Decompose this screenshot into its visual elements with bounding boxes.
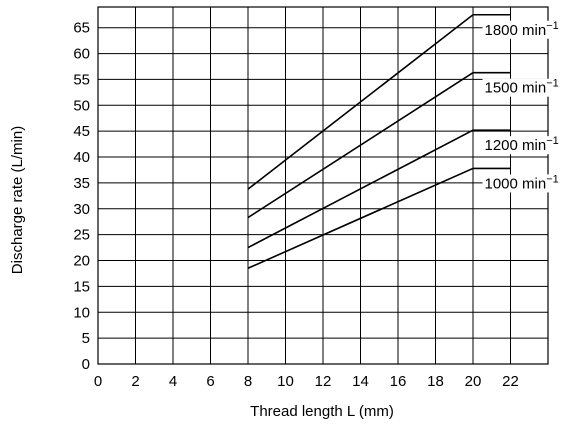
- x-tick-labels: 0 2 4 6 8 10 12 14 16 18 20 22: [94, 373, 519, 390]
- x-tick-label: 10: [277, 373, 294, 390]
- y-tick-label: 5: [82, 330, 90, 347]
- x-axis-label: Thread length L (mm): [250, 403, 394, 420]
- y-tick-label: 0: [82, 356, 90, 373]
- x-tick-label: 6: [206, 373, 214, 390]
- series-label-background: [482, 136, 563, 155]
- grid-lines: [97, 7, 548, 365]
- y-tick-label: 45: [73, 123, 90, 140]
- y-tick-label: 10: [73, 304, 90, 321]
- y-tick-label: 60: [73, 46, 90, 63]
- x-tick-label: 18: [427, 373, 444, 390]
- y-tick-label: 25: [73, 227, 90, 244]
- x-tick-label: 20: [465, 373, 482, 390]
- series-line: [247, 13, 511, 190]
- series-label-text: 1500 min: [485, 80, 547, 97]
- x-tick-label: 4: [169, 373, 177, 390]
- x-tick-label: 14: [352, 373, 369, 390]
- series-label: 1000 min−1: [485, 173, 559, 192]
- y-tick-label: 65: [73, 20, 90, 37]
- series-lines: [247, 13, 511, 270]
- y-axis-label: Discharge rate (L/min): [9, 126, 26, 274]
- y-tick-label: 55: [73, 71, 90, 88]
- series-label: 1200 min−1: [485, 135, 559, 154]
- x-tick-label: 8: [244, 373, 252, 390]
- series-label-background: [482, 78, 563, 97]
- series-label-superscript: −1: [546, 173, 559, 185]
- series-label-text: 1000 min: [485, 175, 547, 192]
- y-tick-label: 35: [73, 175, 90, 192]
- y-tick-label: 20: [73, 253, 90, 270]
- y-tick-label: 40: [73, 149, 90, 166]
- y-tick-label: 15: [73, 278, 90, 295]
- series-label: 1500 min−1: [485, 78, 559, 97]
- series-label-text: 1200 min: [485, 137, 547, 154]
- series-line: [247, 129, 511, 249]
- series-label-superscript: −1: [546, 135, 559, 147]
- y-tick-label: 30: [73, 201, 90, 218]
- x-tick-label: 0: [94, 373, 102, 390]
- series-label-background: [482, 20, 563, 39]
- series-line: [247, 167, 511, 270]
- series-label-superscript: −1: [546, 78, 559, 90]
- series-label-background: [482, 174, 563, 193]
- x-tick-label: 22: [502, 373, 519, 390]
- x-tick-label: 2: [131, 373, 139, 390]
- series-line: [247, 71, 511, 219]
- series-label-superscript: −1: [546, 20, 559, 32]
- y-tick-labels: 0 5 10 15 20 25 30 35 40 45 50 55 60 65: [73, 20, 90, 373]
- series-label: 1800 min−1: [485, 20, 559, 39]
- x-tick-label: 12: [315, 373, 332, 390]
- y-tick-label: 50: [73, 97, 90, 114]
- series-label-text: 1800 min: [485, 22, 547, 39]
- x-tick-label: 16: [390, 373, 407, 390]
